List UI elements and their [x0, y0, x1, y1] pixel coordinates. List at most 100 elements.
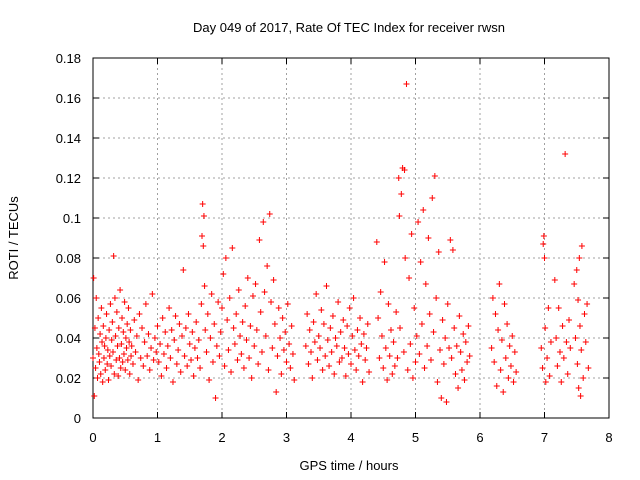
data-point: [260, 219, 267, 225]
data-point: [560, 355, 567, 361]
data-point: [421, 365, 428, 371]
data-point: [452, 371, 459, 377]
data-point: [181, 353, 188, 359]
data-point: [345, 351, 352, 357]
y-tick-label: 0.14: [56, 131, 81, 146]
data-point: [98, 305, 105, 311]
data-point: [121, 299, 128, 305]
data-point: [119, 315, 126, 321]
data-point: [101, 343, 108, 349]
data-point: [154, 323, 161, 329]
data-point: [289, 351, 296, 357]
data-point: [573, 267, 580, 273]
data-point: [455, 385, 462, 391]
data-point: [576, 255, 583, 261]
y-tick-label: 0: [74, 411, 81, 426]
data-point: [128, 353, 135, 359]
data-point: [466, 353, 473, 359]
data-point: [411, 305, 418, 311]
data-point: [113, 357, 120, 363]
data-point: [207, 335, 214, 341]
data-point: [100, 355, 107, 361]
data-point: [431, 173, 438, 179]
data-point: [364, 321, 371, 327]
data-point: [328, 349, 335, 355]
data-point: [238, 351, 245, 357]
data-point: [309, 375, 316, 381]
data-point: [440, 361, 447, 367]
data-point: [425, 235, 432, 241]
data-point: [417, 259, 424, 265]
data-point: [184, 363, 191, 369]
data-point: [126, 339, 133, 345]
data-point: [424, 343, 431, 349]
data-point: [153, 349, 160, 355]
data-point: [507, 363, 514, 369]
data-point: [265, 367, 272, 373]
data-point: [420, 207, 427, 213]
data-point: [333, 343, 340, 349]
data-point: [311, 339, 318, 345]
data-point: [108, 337, 115, 343]
data-point: [375, 315, 382, 321]
data-point: [90, 355, 96, 361]
data-point: [323, 283, 330, 289]
data-point: [273, 389, 280, 395]
data-point: [234, 357, 241, 363]
chart-title: Day 049 of 2017, Rate Of TEC Index for r…: [193, 20, 505, 35]
data-point: [119, 359, 126, 365]
data-point: [443, 399, 450, 405]
data-point: [378, 333, 385, 339]
data-point: [198, 301, 205, 307]
data-point: [180, 267, 187, 273]
data-point: [146, 367, 153, 373]
data-point: [226, 295, 233, 301]
data-point: [97, 371, 104, 377]
data-point: [155, 359, 162, 365]
data-point: [464, 359, 471, 365]
data-point: [141, 339, 148, 345]
data-point: [168, 327, 175, 333]
data-point: [102, 335, 109, 341]
data-point: [243, 337, 250, 343]
data-point: [128, 343, 135, 349]
data-point: [136, 311, 143, 317]
data-point: [106, 353, 113, 359]
data-point: [377, 289, 384, 295]
data-point: [442, 335, 449, 341]
data-point: [384, 377, 391, 383]
data-points: [90, 81, 592, 405]
data-point: [458, 367, 465, 373]
data-point: [212, 395, 219, 401]
y-tick-label: 0.02: [56, 371, 81, 386]
data-point: [340, 317, 347, 323]
data-point: [220, 271, 227, 277]
data-point: [555, 305, 562, 311]
data-point: [215, 299, 222, 305]
data-point: [422, 281, 429, 287]
data-point: [492, 311, 499, 317]
data-point: [175, 347, 182, 353]
data-point: [91, 325, 98, 331]
data-point: [451, 325, 458, 331]
x-tick-labels: 0 1 2 3 4 5 6 7 8: [89, 430, 612, 445]
data-point: [324, 337, 331, 343]
data-point: [360, 331, 367, 337]
data-point: [162, 329, 169, 335]
data-point: [131, 317, 138, 323]
data-point: [129, 361, 136, 367]
data-point: [437, 347, 444, 353]
data-point: [145, 331, 152, 337]
data-point: [366, 369, 373, 375]
data-point: [566, 317, 573, 323]
data-point: [322, 353, 329, 359]
data-point: [493, 383, 500, 389]
data-point: [558, 379, 565, 385]
data-point: [148, 345, 155, 351]
data-point: [444, 301, 451, 307]
data-point: [199, 201, 206, 207]
data-point: [209, 359, 216, 365]
data-point: [140, 363, 147, 369]
data-point: [551, 277, 558, 283]
data-point: [284, 301, 291, 307]
